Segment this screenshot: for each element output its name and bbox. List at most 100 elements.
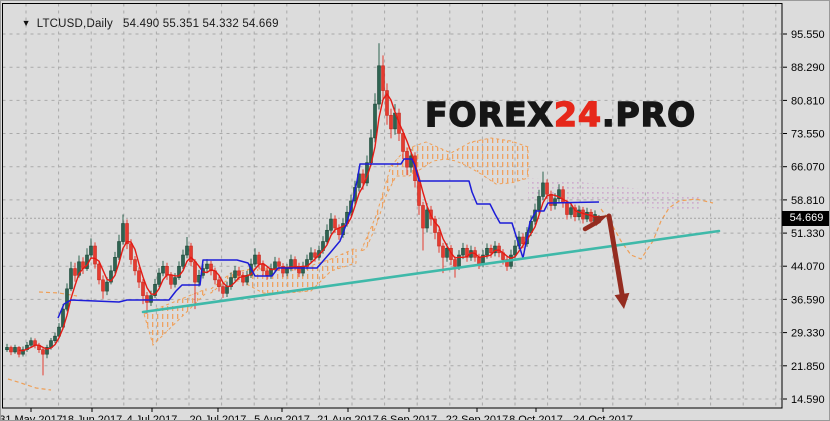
- candle-bearish: [573, 207, 577, 218]
- candle-bearish: [313, 252, 317, 258]
- time-label: 20 Jul 2017: [190, 414, 247, 421]
- candle-bearish: [565, 202, 569, 215]
- candle-bearish: [101, 279, 105, 292]
- candle-bullish: [89, 245, 93, 256]
- blue-baseline-line: [57, 158, 600, 319]
- forecast-arrow-entry[interactable]: [582, 215, 608, 232]
- candle-bearish: [97, 263, 101, 281]
- logo-forex: FOREX: [424, 94, 554, 134]
- candle-bullish: [205, 263, 209, 269]
- candle-bullish: [109, 270, 113, 283]
- forecast-arrow-down-head[interactable]: [614, 292, 630, 309]
- candle-bearish: [549, 193, 553, 206]
- candle-bullish: [69, 268, 73, 290]
- candle-bullish: [173, 277, 177, 285]
- candle-bullish: [153, 284, 157, 296]
- candle-bearish: [221, 286, 225, 294]
- candle-bullish: [5, 347, 9, 350]
- candle-bearish: [169, 275, 173, 285]
- chart-title-symbol: LTCUSD,Daily: [36, 18, 114, 30]
- plot-frame: [2, 3, 783, 409]
- support-trendline[interactable]: [141, 229, 721, 314]
- candle-bullish: [445, 247, 449, 258]
- candle-bearish: [265, 270, 269, 276]
- grid-layer: [2, 3, 782, 408]
- ichimoku-cloud-region: [143, 288, 207, 346]
- price-label: 14.590: [791, 394, 825, 406]
- candle-bullish: [105, 281, 109, 292]
- candle-bullish: [161, 266, 165, 274]
- price-label: 66.070: [791, 162, 825, 174]
- candle-bearish: [133, 259, 137, 272]
- candle-bullish: [157, 272, 161, 285]
- candle-bullish: [181, 254, 185, 267]
- candle-bullish: [121, 223, 125, 242]
- candle-bullish: [537, 196, 541, 211]
- candle-bearish: [385, 90, 389, 116]
- logo-24: 24: [553, 94, 602, 134]
- candle-bearish: [257, 254, 261, 265]
- time-label: 22 Sep 2017: [446, 414, 508, 421]
- candle-bearish: [581, 209, 585, 220]
- candle-bullish: [377, 65, 381, 105]
- candle-bullish: [177, 266, 181, 278]
- candle-bearish: [333, 218, 337, 229]
- candle-bearish: [293, 259, 297, 267]
- candle-bearish: [189, 245, 193, 263]
- candle-bearish: [489, 247, 493, 254]
- time-label: 5 Aug 2017: [254, 414, 310, 421]
- candle-bullish: [485, 247, 489, 256]
- candles-layer: [5, 43, 601, 376]
- symbol-dropdown-icon[interactable]: ▼: [21, 18, 31, 28]
- candle-bearish: [73, 268, 77, 276]
- candle-bearish: [41, 349, 45, 355]
- candle-bearish: [281, 266, 285, 274]
- forecast-arrow-entry-head[interactable]: [593, 215, 608, 226]
- candle-bearish: [401, 133, 405, 152]
- candle-bullish: [513, 245, 517, 256]
- time-label: 21 Aug 2017: [317, 414, 379, 421]
- candle-bullish: [113, 256, 117, 272]
- candle-bearish: [521, 236, 525, 245]
- candle-bullish: [373, 103, 377, 139]
- red-moving-average-line: [18, 93, 600, 352]
- time-label: 18 Jun 2017: [62, 414, 123, 421]
- candle-bearish: [561, 189, 565, 204]
- chart-title-ohlc: 54.490 55.351 54.332 54.669: [123, 18, 279, 30]
- forecast-arrow-down[interactable]: [606, 213, 630, 309]
- price-label: 44.070: [791, 261, 825, 273]
- price-label: 51.330: [791, 228, 825, 240]
- candle-bearish: [217, 279, 221, 287]
- candle-bullish: [13, 347, 17, 353]
- price-label: 58.810: [791, 195, 825, 207]
- candle-bullish: [233, 270, 237, 278]
- candle-bullish: [273, 261, 277, 269]
- ichimoku-cloud-region: [360, 137, 529, 252]
- watermark-logo: FOREX24.PRO: [424, 94, 696, 134]
- time-label: 4 Jul 2017: [127, 414, 178, 421]
- candle-bullish: [225, 286, 229, 294]
- candle-bullish: [569, 207, 573, 215]
- price-label: 36.590: [791, 294, 825, 306]
- price-label: 88.290: [791, 62, 825, 74]
- candle-bearish: [241, 275, 245, 283]
- candle-bearish: [9, 347, 13, 353]
- candle-bearish: [165, 266, 169, 276]
- candle-bullish: [65, 288, 69, 310]
- candle-bullish: [117, 241, 121, 258]
- candle-bullish: [425, 209, 429, 229]
- time-label: 24 Oct 2017: [573, 414, 633, 421]
- candle-bearish: [209, 263, 213, 272]
- bid-price-badge: 54.669: [782, 210, 829, 226]
- candle-bullish: [541, 182, 545, 197]
- candle-bearish: [129, 243, 133, 260]
- price-axis[interactable]: 95.550 88.290 80.810 73.550 66.070 58.810 51.3…: [783, 29, 825, 406]
- forecast-arrow-down-shaft[interactable]: [606, 213, 625, 297]
- candle-bearish: [237, 270, 241, 276]
- candle-bearish: [141, 281, 145, 296]
- candle-bearish: [389, 115, 393, 130]
- candle-bearish: [93, 245, 97, 265]
